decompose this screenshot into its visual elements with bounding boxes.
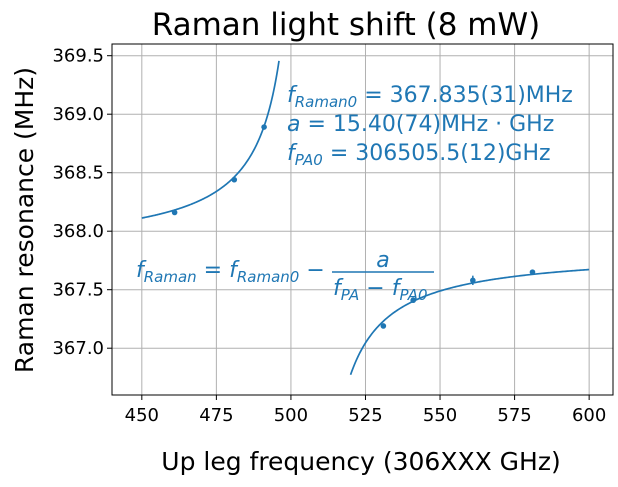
data-point	[529, 269, 536, 275]
plot-frame	[111, 43, 614, 396]
fit-formula: fRaman = fRaman0 − a fPA − fPA0	[136, 248, 434, 304]
x-axis-label: Up leg frequency (306XXX GHz)	[161, 447, 560, 476]
x-tick-label: 550	[423, 405, 457, 426]
data-points	[171, 124, 536, 329]
fit-curves	[141, 60, 590, 376]
formula-denominator: fPA − fPA0	[333, 276, 428, 304]
x-tick-label: 450	[125, 405, 159, 426]
y-tick-label: 367.5	[52, 280, 104, 301]
data-point	[380, 323, 387, 329]
formula-numerator: a	[376, 248, 389, 273]
y-axis-label: Raman resonance (MHz)	[10, 67, 39, 373]
data-point	[261, 124, 267, 130]
x-tick-label: 600	[572, 405, 606, 426]
fit-parameters: fRaman0 = 367.835(31)MHz a = 15.40(74)MH…	[287, 83, 573, 169]
x-tick-label: 575	[497, 405, 531, 426]
x-tick-label: 525	[348, 405, 382, 426]
y-tick-label: 367.0	[52, 338, 104, 359]
y-axis: 367.0 367.5 368.0 368.5 369.0 369.5	[52, 46, 112, 359]
x-axis: 450 475 500 525 550 575 600	[125, 395, 606, 426]
fit-curve	[349, 268, 590, 376]
y-tick-label: 369.0	[52, 104, 104, 125]
x-tick-label: 500	[274, 405, 308, 426]
fit-param-framan0: fRaman0 = 367.835(31)MHz	[287, 83, 573, 111]
x-tick-label: 475	[199, 405, 233, 426]
data-point	[470, 277, 476, 284]
data-point	[410, 297, 416, 304]
grid	[112, 44, 613, 395]
chart-title: Raman light shift (8 mW)	[152, 7, 541, 43]
data-point	[231, 176, 238, 183]
y-tick-label: 368.0	[52, 221, 104, 242]
fit-param-a: a = 15.40(74)MHz · GHz	[287, 112, 554, 137]
formula-lhs: fRaman = fRaman0 −	[136, 258, 325, 286]
y-tick-label: 368.5	[52, 163, 104, 184]
data-point	[171, 209, 178, 216]
fit-param-fpa0: fPA0 = 306505.5(12)GHz	[287, 141, 551, 169]
fit-curve	[141, 60, 280, 219]
y-tick-label: 369.5	[52, 46, 104, 67]
